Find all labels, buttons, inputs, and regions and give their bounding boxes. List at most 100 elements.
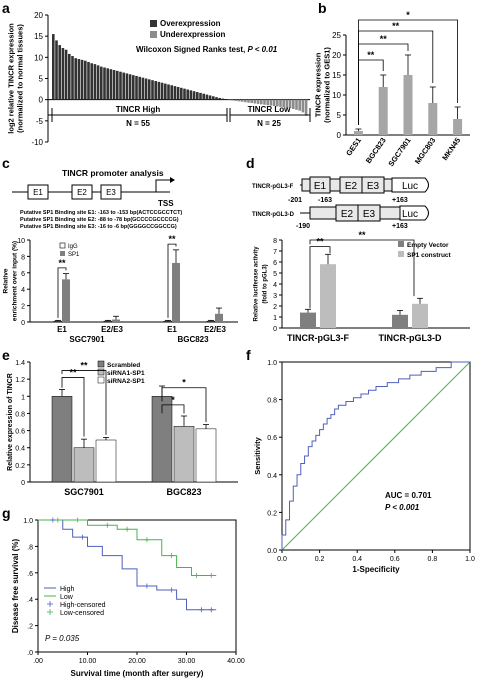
y-tick-label: 1 <box>273 315 277 322</box>
promoter-box-label: E1 <box>33 188 43 197</box>
bar <box>176 86 180 100</box>
x-axis-label: Survival time (month after surgery) <box>71 669 204 678</box>
plot-frame <box>281 361 471 551</box>
legend-label: Low <box>60 594 74 601</box>
bar <box>392 314 408 328</box>
sig-bracket <box>61 370 107 435</box>
significance-bracket: * <box>161 378 207 422</box>
bar <box>80 59 84 100</box>
significance-bracket: ** <box>167 234 177 318</box>
bar <box>256 99 260 104</box>
bar <box>221 98 225 100</box>
auc-label: AUC = 0.701 <box>385 491 432 500</box>
y-tick-label: 8 <box>273 238 277 245</box>
error-bar <box>203 424 209 429</box>
bar <box>453 119 463 135</box>
bar <box>292 99 295 109</box>
construct-box-label: E2 <box>345 181 358 192</box>
bar <box>206 320 216 323</box>
promoter-box-label: E3 <box>106 188 116 197</box>
bar <box>160 82 164 100</box>
panel-d: TINCR-pGL3-F E1 E2 E3 Luc -201 -163 +163 TINCR-p… <box>252 176 470 343</box>
bar <box>122 72 125 100</box>
construct-box-label: E3 <box>367 181 380 192</box>
x-tick-label: 1.0 <box>465 556 475 563</box>
error-bar <box>113 315 119 320</box>
censor-mark-low <box>75 517 81 523</box>
y-tick-label: .0 <box>27 650 33 657</box>
bar <box>218 97 221 100</box>
y-tick-label: 20 <box>34 11 43 20</box>
bar <box>164 83 167 100</box>
significance-bracket: ** <box>61 361 107 435</box>
bar <box>132 75 135 100</box>
stat-test-label: Wilcoxon Signed Ranks test, P < 0.01 <box>136 45 278 54</box>
bar <box>96 65 100 100</box>
y-tick-label: 15 <box>34 32 43 41</box>
construct-box <box>309 176 331 194</box>
bar <box>62 279 70 322</box>
promoter-box <box>27 184 49 200</box>
y-tick-label: 0.8 <box>267 398 277 405</box>
error-bar <box>165 319 171 322</box>
y-tick-label: 4 <box>21 287 25 294</box>
binding-site-text: Putative SP1 Binding site E1: -163 to -1… <box>20 210 182 216</box>
bar <box>173 426 195 483</box>
bar <box>93 64 97 100</box>
y-tick-label: 1.2 <box>15 377 25 384</box>
y-tick-label: 2 <box>273 304 277 311</box>
censor-mark-high <box>208 607 214 613</box>
y-tick-label: 0 <box>21 480 25 487</box>
y-tick-label: 6 <box>21 271 25 278</box>
bar <box>95 439 117 483</box>
sig-bracket <box>309 239 415 297</box>
bar <box>58 45 61 100</box>
bar <box>71 56 74 100</box>
legend-swatch-sp1-construct <box>398 251 404 257</box>
tss-label: TSS <box>158 199 174 208</box>
error-bar <box>173 249 179 263</box>
censor-mark-low <box>124 526 130 532</box>
y-tick-label: 0.0 <box>267 548 277 555</box>
y-tick-label: 25 <box>332 31 341 40</box>
sig-label: ** <box>168 234 176 244</box>
bar <box>84 60 87 100</box>
p-value: P < 0.01 <box>248 45 278 54</box>
legend-label: IgG <box>68 244 78 250</box>
x-tick-label: .00 <box>33 658 43 665</box>
x-tick-label: BGC823 <box>166 487 201 497</box>
construct-box-label: E2 <box>341 209 354 220</box>
group-label: BGC823 <box>177 335 209 344</box>
bar <box>237 99 241 102</box>
sig-label: * <box>406 10 410 20</box>
panel-e: 0 0.2 0.4 0.6 0.8 1 1.2 1.4 ScrambledsiRNA1-SP1s… <box>7 360 238 497</box>
x-tick-label: 0.6 <box>390 556 400 563</box>
legend-swatch <box>97 360 105 368</box>
significance-bracket: * <box>161 395 185 414</box>
bar <box>167 84 170 100</box>
censor-mark-low <box>144 537 150 543</box>
bar <box>128 74 132 100</box>
y-axis-label: log2 relative TINCR expression(normalize… <box>7 23 25 134</box>
bar <box>87 61 90 100</box>
bar <box>378 87 388 135</box>
bar <box>208 95 212 100</box>
error-bar <box>81 438 87 448</box>
x-tick-label: E1 <box>57 325 67 334</box>
error-bar <box>380 74 387 87</box>
legend-label: Low-censored <box>60 610 104 617</box>
y-tick-label: .4 <box>27 597 33 604</box>
promoter-box-label: E2 <box>77 188 87 197</box>
sig-bracket <box>161 404 185 414</box>
panel-label-b: b <box>318 0 327 16</box>
bar <box>285 99 289 108</box>
error-bar <box>417 297 423 304</box>
sig-bracket <box>357 19 459 125</box>
panel-g: .0 .2 .4 .6 .8 1.0 .00 10.00 20.00 30.00 40.00 High… <box>11 517 245 678</box>
x-tick-label: E1 <box>167 325 177 334</box>
construct-end: +163 <box>392 197 408 204</box>
y-tick-label: .6 <box>27 571 33 578</box>
censor-mark-low <box>208 572 214 578</box>
legend-swatch <box>97 368 105 376</box>
legend-swatch <box>97 376 105 384</box>
